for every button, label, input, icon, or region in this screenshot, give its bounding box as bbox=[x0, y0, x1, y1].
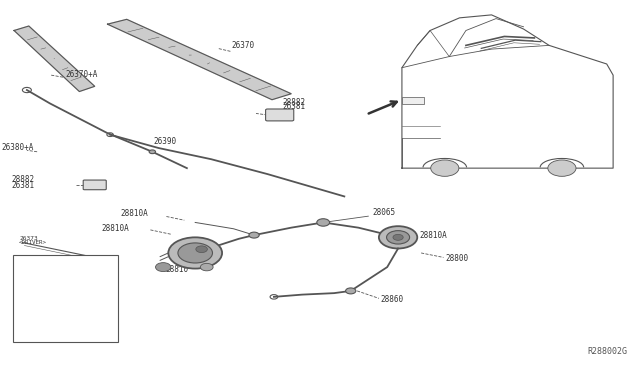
Text: 26373: 26373 bbox=[19, 235, 38, 241]
Text: <BLADE REFILLS>: <BLADE REFILLS> bbox=[18, 327, 70, 332]
Circle shape bbox=[249, 232, 259, 238]
Text: 28810A: 28810A bbox=[419, 231, 447, 240]
Circle shape bbox=[387, 231, 410, 244]
Text: 28882: 28882 bbox=[283, 98, 306, 107]
Polygon shape bbox=[14, 26, 95, 92]
Polygon shape bbox=[108, 19, 291, 100]
Text: 28065: 28065 bbox=[372, 208, 396, 217]
Text: 26381: 26381 bbox=[12, 181, 35, 190]
Text: 28810A: 28810A bbox=[101, 224, 129, 232]
Circle shape bbox=[156, 263, 171, 272]
Circle shape bbox=[200, 263, 213, 271]
Circle shape bbox=[149, 150, 156, 154]
Text: 26380+A: 26380+A bbox=[1, 142, 34, 151]
FancyBboxPatch shape bbox=[266, 109, 294, 121]
Circle shape bbox=[379, 226, 417, 248]
Text: <ASSIST>: <ASSIST> bbox=[19, 264, 47, 270]
Text: <DRIVER>: <DRIVER> bbox=[19, 240, 47, 245]
Circle shape bbox=[196, 246, 207, 253]
Circle shape bbox=[548, 160, 576, 176]
Text: 26390: 26390 bbox=[154, 137, 177, 146]
Circle shape bbox=[346, 288, 356, 294]
Text: 28860: 28860 bbox=[381, 295, 404, 304]
FancyBboxPatch shape bbox=[83, 180, 106, 190]
Text: 28810A: 28810A bbox=[120, 209, 148, 218]
Text: 28810: 28810 bbox=[165, 265, 188, 274]
Text: 28882: 28882 bbox=[12, 175, 35, 184]
Circle shape bbox=[393, 234, 403, 240]
Bar bbox=[402, 97, 424, 104]
Text: R288002G: R288002G bbox=[588, 347, 627, 356]
Circle shape bbox=[168, 237, 222, 269]
Text: 26370: 26370 bbox=[232, 41, 255, 49]
Text: 26373M: 26373M bbox=[19, 260, 42, 265]
Text: 26370+A: 26370+A bbox=[65, 70, 98, 79]
Text: 28800: 28800 bbox=[445, 254, 468, 263]
Text: 26381: 26381 bbox=[283, 102, 306, 111]
Circle shape bbox=[431, 160, 459, 176]
Circle shape bbox=[317, 219, 330, 226]
Bar bbox=[13, 255, 118, 342]
Circle shape bbox=[178, 243, 212, 263]
